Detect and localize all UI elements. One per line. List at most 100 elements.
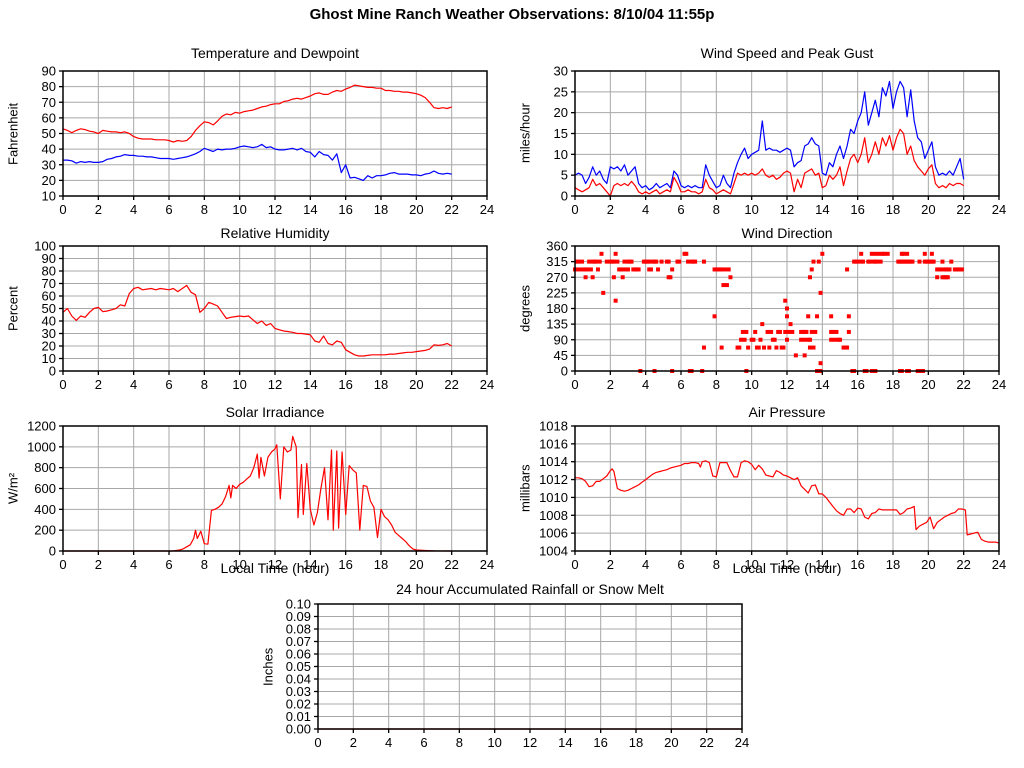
svg-text:40: 40 [42, 314, 56, 329]
svg-text:8: 8 [201, 557, 208, 572]
svg-text:16: 16 [338, 202, 352, 217]
svg-text:600: 600 [34, 481, 56, 496]
svg-text:20: 20 [409, 202, 423, 217]
svg-text:2: 2 [350, 735, 357, 750]
svg-text:1012: 1012 [539, 472, 568, 487]
svg-text:15: 15 [554, 126, 568, 141]
chart-title-rainfall: 24 hour Accumulated Rainfall or Snow Mel… [396, 581, 664, 597]
svg-text:20: 20 [921, 202, 935, 217]
svg-text:315: 315 [546, 254, 568, 269]
svg-text:0: 0 [571, 202, 578, 217]
svg-text:0: 0 [59, 377, 66, 392]
svg-text:8: 8 [456, 735, 463, 750]
svg-text:8: 8 [713, 557, 720, 572]
svg-text:12: 12 [780, 202, 794, 217]
svg-text:22: 22 [956, 377, 970, 392]
svg-text:0: 0 [571, 557, 578, 572]
svg-text:16: 16 [850, 557, 864, 572]
svg-text:200: 200 [34, 523, 56, 538]
series-solar_irradiance [63, 435, 452, 552]
svg-text:14: 14 [815, 557, 829, 572]
svg-text:60: 60 [42, 289, 56, 304]
svg-text:0.02: 0.02 [286, 697, 311, 712]
chart-title-wind-direction: Wind Direction [741, 225, 833, 241]
svg-text:6: 6 [677, 557, 684, 572]
svg-text:20: 20 [664, 735, 678, 750]
grid-lines [63, 246, 487, 371]
svg-text:90: 90 [42, 64, 56, 79]
svg-text:8: 8 [201, 202, 208, 217]
svg-text:1004: 1004 [539, 544, 568, 559]
svg-text:90: 90 [554, 332, 568, 347]
svg-text:14: 14 [303, 377, 317, 392]
chart-canvas-air-pressure: 0 2 4 6 8 10 12 14 16 18 20 22 241004100610081010101… [539, 419, 1006, 573]
svg-text:100: 100 [34, 239, 56, 254]
svg-text:45: 45 [554, 348, 568, 363]
svg-text:16: 16 [338, 557, 352, 572]
svg-text:14: 14 [815, 202, 829, 217]
svg-text:0.00: 0.00 [286, 722, 311, 737]
series-wind_speed [574, 128, 965, 197]
axis-ticks [59, 245, 488, 375]
svg-text:30: 30 [42, 157, 56, 172]
grid-lines [63, 71, 487, 196]
svg-text:0.09: 0.09 [286, 609, 311, 624]
series-peak_gust [574, 80, 965, 191]
svg-text:4: 4 [130, 202, 137, 217]
svg-text:10: 10 [487, 735, 501, 750]
grid-lines [63, 426, 487, 551]
svg-text:60: 60 [42, 110, 56, 125]
svg-text:12: 12 [268, 557, 282, 572]
svg-text:10: 10 [232, 557, 246, 572]
svg-text:4: 4 [130, 377, 137, 392]
svg-text:1018: 1018 [539, 419, 568, 434]
svg-text:225: 225 [546, 285, 568, 300]
svg-text:2: 2 [607, 557, 614, 572]
svg-text:22: 22 [956, 202, 970, 217]
svg-text:18: 18 [886, 202, 900, 217]
series-wind_direction [573, 251, 964, 373]
svg-text:18: 18 [886, 377, 900, 392]
svg-text:24: 24 [480, 202, 494, 217]
axis-tick-labels: 0 2 4 6 8 10 12 14 16 18 20 22 240102030405060708090… [34, 239, 494, 393]
svg-text:0: 0 [59, 557, 66, 572]
svg-text:10: 10 [554, 147, 568, 162]
svg-text:800: 800 [34, 460, 56, 475]
page-title: Ghost Mine Ranch Weather Observations: 8… [309, 6, 715, 23]
svg-text:5: 5 [561, 168, 568, 183]
svg-text:0: 0 [49, 544, 56, 559]
svg-text:0.07: 0.07 [286, 634, 311, 649]
svg-text:20: 20 [409, 557, 423, 572]
svg-text:16: 16 [593, 735, 607, 750]
svg-text:0: 0 [571, 377, 578, 392]
axis-ticks [571, 425, 1000, 555]
svg-text:16: 16 [850, 377, 864, 392]
svg-text:24: 24 [992, 557, 1006, 572]
svg-text:0.06: 0.06 [286, 647, 311, 662]
svg-text:12: 12 [523, 735, 537, 750]
series-dewpoint [63, 143, 452, 182]
x-axis-label-local-time-solar: Local Time (hour) [220, 560, 330, 576]
svg-text:360: 360 [546, 239, 568, 254]
svg-text:12: 12 [268, 377, 282, 392]
svg-text:50: 50 [42, 301, 56, 316]
svg-text:2: 2 [607, 377, 614, 392]
svg-text:20: 20 [921, 557, 935, 572]
svg-text:22: 22 [444, 202, 458, 217]
svg-text:4: 4 [642, 557, 649, 572]
axis-tick-labels: 0 2 4 6 8 10 12 14 16 18 20 22 241004100610081010101… [539, 419, 1006, 573]
svg-text:18: 18 [374, 557, 388, 572]
svg-text:6: 6 [420, 735, 427, 750]
svg-text:0.08: 0.08 [286, 622, 311, 637]
svg-text:12: 12 [780, 377, 794, 392]
svg-text:20: 20 [409, 377, 423, 392]
svg-text:0.05: 0.05 [286, 659, 311, 674]
svg-text:10: 10 [42, 351, 56, 366]
svg-text:20: 20 [42, 339, 56, 354]
svg-text:14: 14 [558, 735, 572, 750]
axis-tick-labels: 0 2 4 6 8 10 12 14 16 18 20 22 240200400600800100012… [27, 419, 494, 573]
